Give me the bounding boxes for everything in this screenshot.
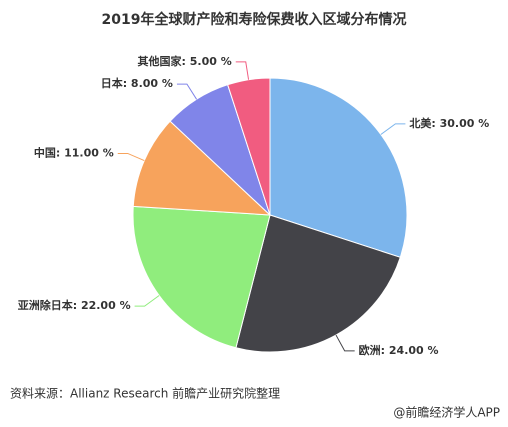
labels: 北美: 30.00 % 欧洲: 24.00 % 亚洲除日本: 22.00 % 中国: … — [18, 54, 490, 357]
data-label: 欧洲: 24.00 % — [359, 343, 439, 357]
label-connector — [117, 152, 145, 162]
source: 资料来源：Allianz Research 前瞻产业研究院整理 — [10, 386, 280, 401]
pie — [132, 77, 408, 353]
pie-slice — [269, 77, 408, 258]
pie-slice — [227, 77, 271, 216]
data-label: 中国: 11.00 % — [34, 145, 114, 159]
label-connector — [134, 295, 160, 307]
label-connector — [380, 123, 406, 135]
footer: @前瞻经济学人APP — [393, 405, 500, 420]
label-connector — [235, 61, 250, 80]
data-label: 日本: 8.00 % — [101, 76, 173, 90]
data-label: 北美: 30.00 % — [409, 116, 489, 130]
chart-title: 2019年全球财产险和寿险保费收入区域分布情况 — [102, 11, 407, 28]
data-label: 其他国家: 5.00 % — [138, 54, 232, 68]
label-connector — [176, 83, 198, 100]
data-label: 亚洲除日本: 22.00 % — [18, 298, 131, 312]
label-connector — [335, 334, 355, 352]
